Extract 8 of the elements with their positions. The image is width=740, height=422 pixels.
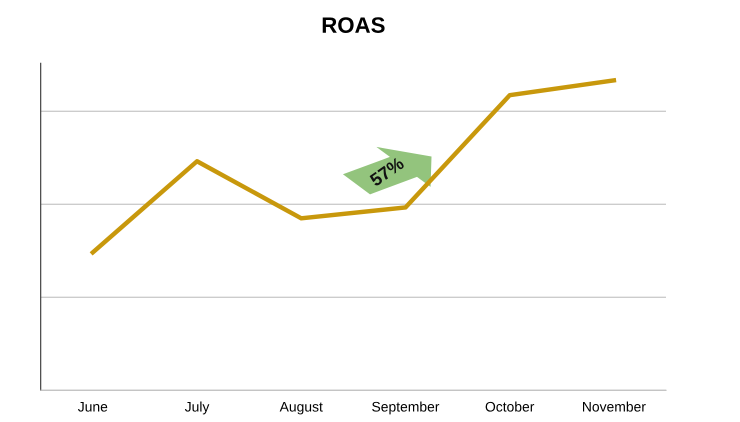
x-tick-label: November (583, 401, 646, 412)
x-tick-label: July (184, 401, 210, 414)
x-tick-label: August (280, 402, 323, 414)
x-tick-label: June (78, 402, 108, 412)
x-tick-label: September (372, 401, 440, 414)
chart-title: ROAS (322, 17, 385, 33)
annotation: 57% (368, 156, 405, 187)
x-tick-label: October (486, 401, 534, 412)
